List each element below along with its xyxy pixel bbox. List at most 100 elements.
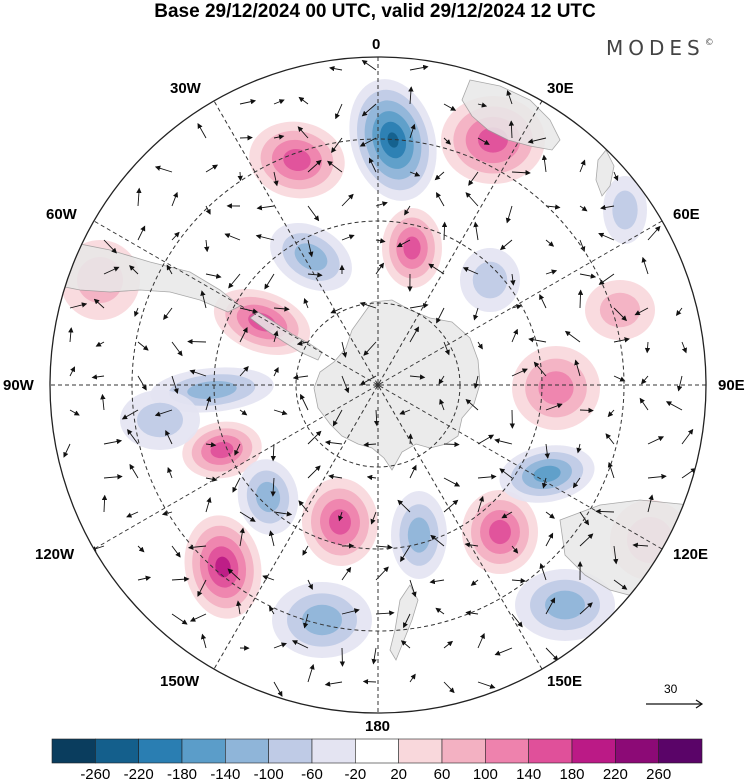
wind-arrow (434, 171, 445, 181)
wind-arrow (341, 566, 352, 581)
wind-arrow (373, 409, 380, 427)
brand-logo: MODES© (606, 36, 714, 60)
wind-arrow (205, 441, 217, 448)
wind-arrow (273, 306, 290, 312)
wind-arrow (205, 273, 222, 279)
wind-arrow (473, 221, 479, 241)
colorbar-tick-label: -100 (253, 766, 284, 783)
meridian-label-90w: 90W (3, 377, 34, 394)
wind-arrow (302, 545, 309, 556)
wind-arrow (171, 613, 188, 625)
africa-south (461, 79, 561, 151)
wind-arrow (499, 468, 513, 479)
wind-arrow (270, 477, 276, 497)
meridian-lines (50, 57, 706, 713)
wind-vectors (63, 60, 697, 697)
wind-arrow (205, 164, 219, 173)
wind-arrow (338, 511, 344, 522)
wind-arrow (545, 269, 558, 275)
anomaly-contour (403, 236, 421, 260)
colorbar-cell (441, 738, 486, 764)
wind-arrow (375, 238, 386, 244)
wind-arrow (205, 497, 212, 513)
wind-arrow (239, 99, 257, 105)
wind-arrow (329, 65, 343, 72)
wind-arrow (404, 205, 411, 216)
wind-arrow (598, 232, 615, 241)
wind-arrow (273, 681, 283, 697)
wind-arrow (607, 461, 615, 479)
wind-arrow (307, 205, 320, 222)
wind-arrow (579, 159, 586, 173)
wind-arrow (634, 307, 649, 316)
wind-arrow (307, 663, 315, 683)
wind-arrow (137, 341, 149, 351)
colorbar-tick-label: -220 (123, 766, 154, 783)
wind-arrow (574, 359, 581, 377)
wind-arrow (332, 409, 343, 427)
wind-arrow (273, 511, 293, 517)
wind-arrow (363, 441, 377, 448)
wind-arrow (430, 534, 445, 547)
wind-arrow (298, 500, 309, 513)
wind-arrow (641, 375, 649, 385)
wind-arrow (533, 361, 547, 377)
wind-arrow (307, 465, 321, 479)
wind-arrow (579, 205, 588, 212)
wind-arrow (477, 633, 485, 649)
wind-arrow (605, 433, 615, 445)
wind-arrow (307, 159, 322, 173)
wind-arrow (428, 263, 445, 275)
polar-map (49, 56, 707, 714)
wind-arrow (443, 103, 457, 111)
wind-arrow (644, 341, 651, 354)
wind-arrow (409, 303, 429, 309)
wind-arrow (399, 409, 411, 415)
wind-arrow (477, 137, 490, 145)
meridian-label-120w: 120W (35, 546, 75, 563)
wind-arrow (363, 341, 377, 356)
meridian-label-30e: 30E (547, 80, 574, 97)
wind-arrow (297, 126, 309, 139)
colorbar-cell (268, 738, 313, 764)
wind-arrow (273, 642, 287, 649)
wind-arrow (359, 137, 377, 147)
wind-arrow (545, 532, 554, 547)
wind-arrow (127, 429, 139, 445)
wind-arrow (443, 441, 460, 448)
wind-arrow (613, 337, 630, 343)
wind-arrow (607, 409, 615, 418)
wind-arrow (527, 137, 547, 144)
wind-arrow (232, 477, 241, 493)
wind-arrow (473, 375, 479, 389)
graticule (50, 57, 706, 713)
wind-arrow (303, 297, 309, 309)
wind-arrow (239, 409, 248, 416)
colorbar-tick-label: -180 (166, 766, 198, 783)
wind-arrow (647, 494, 654, 513)
wind-arrow (613, 375, 626, 382)
wind-arrow (545, 403, 563, 411)
wind-arrow (545, 647, 559, 661)
colorbar-tick-label: -20 (344, 766, 367, 783)
wind-arrow (204, 239, 210, 253)
colorbar-cell (311, 738, 356, 764)
wind-arrow (205, 205, 211, 215)
wind-arrow (327, 160, 343, 173)
wind-arrow (256, 204, 275, 211)
wind-arrow (307, 579, 313, 590)
wind-arrow (296, 340, 309, 346)
wind-arrow (137, 575, 152, 581)
meridian-label-30w: 30W (170, 80, 201, 97)
wind-arrow (579, 602, 593, 615)
wind-arrow (187, 544, 207, 550)
wind-arrow (237, 171, 243, 182)
wind-arrow (167, 467, 173, 479)
anomaly-contour (329, 509, 351, 535)
wind-arrow (234, 443, 241, 456)
wind-arrow (465, 398, 479, 411)
wind-arrow (545, 239, 555, 247)
meridian-line (213, 100, 543, 670)
wind-arrow (436, 192, 445, 207)
wind-arrow (576, 443, 582, 454)
